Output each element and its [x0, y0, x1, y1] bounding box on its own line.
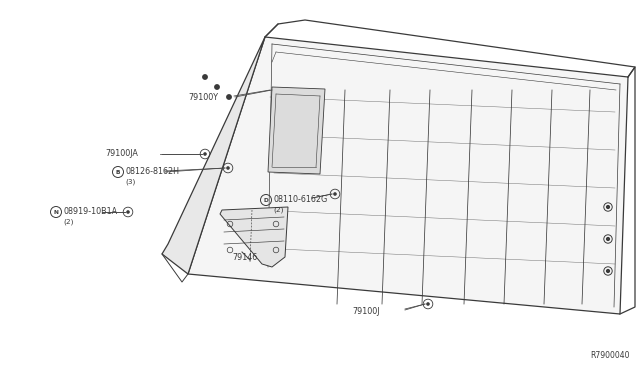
Text: 79100JA: 79100JA [105, 148, 138, 157]
Text: 79146: 79146 [232, 253, 257, 262]
Circle shape [607, 238, 609, 240]
Text: 08919-10B1A: 08919-10B1A [63, 206, 117, 215]
Circle shape [333, 192, 337, 196]
Polygon shape [220, 207, 288, 267]
Circle shape [203, 152, 207, 156]
Text: 08110-6162G: 08110-6162G [273, 195, 327, 203]
Text: N: N [54, 209, 58, 215]
Text: D: D [264, 198, 268, 202]
Text: 79100Y: 79100Y [188, 93, 218, 102]
Polygon shape [268, 87, 325, 174]
Text: 79100J: 79100J [352, 308, 380, 317]
Polygon shape [188, 37, 628, 314]
Text: R7900040: R7900040 [591, 351, 630, 360]
Circle shape [203, 75, 207, 79]
Text: 08126-8162H: 08126-8162H [125, 167, 179, 176]
Circle shape [226, 166, 230, 170]
Text: B: B [116, 170, 120, 174]
Text: (2): (2) [273, 207, 284, 213]
Text: (2): (2) [63, 219, 74, 225]
Circle shape [426, 302, 430, 306]
Circle shape [607, 206, 609, 208]
Circle shape [227, 95, 231, 99]
Polygon shape [162, 37, 265, 274]
Circle shape [215, 85, 219, 89]
Circle shape [126, 210, 130, 214]
Text: (3): (3) [125, 179, 136, 185]
Circle shape [607, 270, 609, 272]
